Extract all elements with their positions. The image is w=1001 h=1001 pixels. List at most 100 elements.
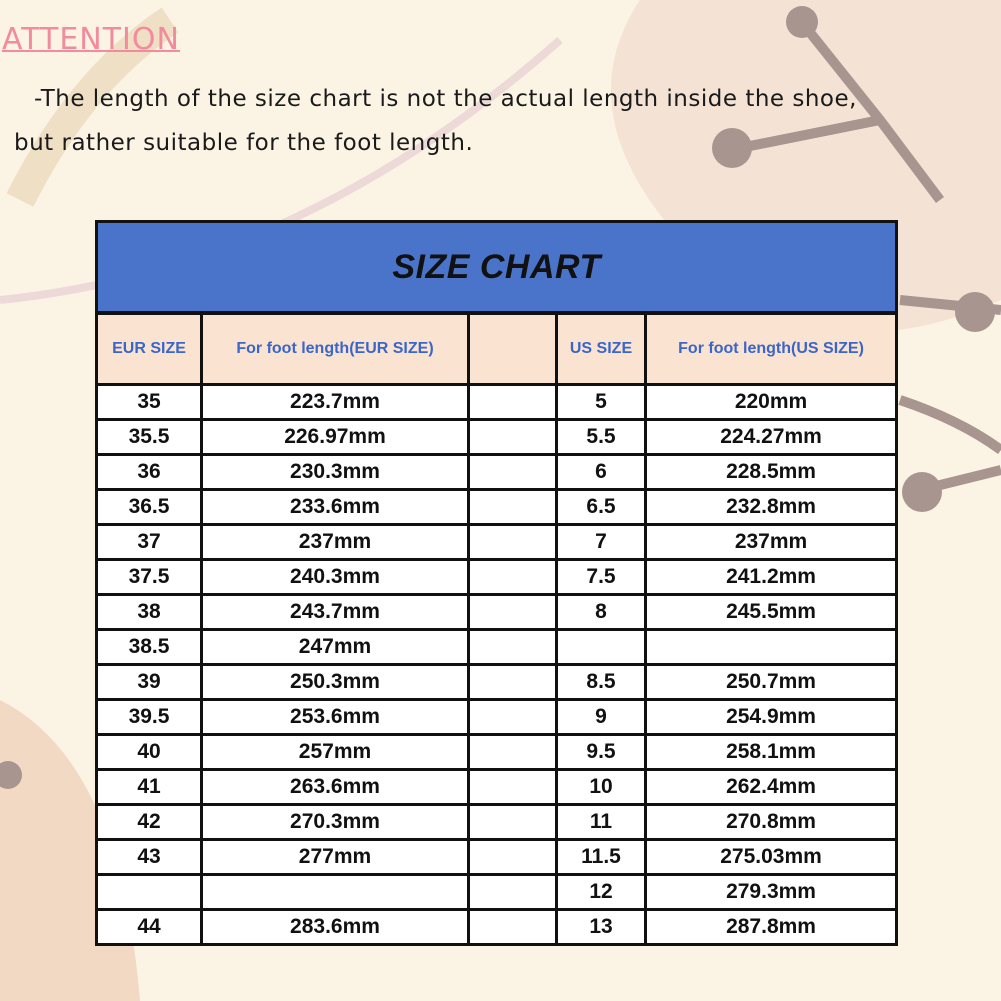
table-cell: 35.5 [95,418,203,456]
table-cell: 283.6mm [200,908,470,946]
table-row: 39 250.3mm 8.5 250.7mm [95,663,899,701]
table-row: 42 270.3mm 11 270.8mm [95,803,899,841]
table-cell: 270.3mm [200,803,470,841]
table-cell: 263.6mm [200,768,470,806]
table-cell [467,453,558,491]
table-cell [555,628,647,666]
table-cell: 40 [95,733,203,771]
table-cell: 42 [95,803,203,841]
table-cell: 38.5 [95,628,203,666]
table-cell: 8.5 [555,663,647,701]
table-cell: 6.5 [555,488,647,526]
table-cell [467,383,558,421]
berry-decoration [712,128,752,168]
table-cell [467,593,558,631]
table-row: 38.5 247mm [95,628,899,666]
table-cell: 11.5 [555,838,647,876]
size-chart-title: SIZE CHART [94,220,899,315]
table-cell [643,628,899,666]
attention-note-line-1: -The length of the size chart is not the… [34,86,857,112]
table-cell: 243.7mm [200,593,470,631]
table-cell: 232.8mm [643,488,899,526]
berry-decoration [0,761,22,789]
table-row: 40 257mm 9.5 258.1mm [95,733,899,771]
table-cell [467,488,558,526]
table-cell: 237mm [643,523,899,561]
table-cell [467,663,558,701]
table-cell: 7.5 [555,558,647,596]
table-cell: 5.5 [555,418,647,456]
table-cell: 37 [95,523,203,561]
branch-decoration [0,37,563,304]
leaf-decoration [6,7,179,207]
table-row: 41 263.6mm 10 262.4mm [95,768,899,806]
table-cell: 258.1mm [643,733,899,771]
table-cell: 279.3mm [643,873,899,911]
table-cell: 39.5 [95,698,203,736]
table-cell: 12 [555,873,647,911]
table-row: 36 230.3mm 6 228.5mm [95,453,899,491]
table-cell: 250.7mm [643,663,899,701]
table-cell: 41 [95,768,203,806]
column-header-row: EUR SIZE For foot length(EUR SIZE) US SI… [95,311,899,386]
table-cell: 6 [555,453,647,491]
table-cell: 9.5 [555,733,647,771]
table-cell: 220mm [643,383,899,421]
column-header: US SIZE [555,311,647,386]
berry-decoration [902,472,942,512]
berry-decoration [786,6,818,38]
table-cell [467,558,558,596]
table-cell [467,698,558,736]
table-row: 37.5 240.3mm 7.5 241.2mm [95,558,899,596]
table-row: 37 237mm 7 237mm [95,523,899,561]
table-cell [467,523,558,561]
table-cell [95,873,203,911]
column-header: EUR SIZE [95,311,203,386]
table-row: 44 283.6mm 13 287.8mm [95,908,899,946]
table-cell: 36.5 [95,488,203,526]
column-header: For foot length(US SIZE) [643,311,899,386]
table-cell: 275.03mm [643,838,899,876]
table-cell: 230.3mm [200,453,470,491]
table-row: 35.5 226.97mm 5.5 224.27mm [95,418,899,456]
branch-decoration [729,16,1001,495]
table-cell [467,873,558,911]
table-cell: 5 [555,383,647,421]
table-cell: 37.5 [95,558,203,596]
column-header: For foot length(EUR SIZE) [200,311,470,386]
table-cell: 38 [95,593,203,631]
table-cell: 7 [555,523,647,561]
table-cell: 36 [95,453,203,491]
table-cell: 11 [555,803,647,841]
table-cell: 250.3mm [200,663,470,701]
table-row: 35 223.7mm 5 220mm [95,383,899,421]
table-cell: 240.3mm [200,558,470,596]
table-cell: 43 [95,838,203,876]
table-cell [467,768,558,806]
table-cell: 228.5mm [643,453,899,491]
table-cell: 39 [95,663,203,701]
table-cell: 254.9mm [643,698,899,736]
table-cell [467,418,558,456]
table-cell: 287.8mm [643,908,899,946]
table-cell: 223.7mm [200,383,470,421]
table-row: 43 277mm 11.5 275.03mm [95,838,899,876]
table-cell: 226.97mm [200,418,470,456]
table-row: 38 243.7mm 8 245.5mm [95,593,899,631]
attention-heading: ATTENTION [2,22,180,57]
size-chart-table: SIZE CHART EUR SIZE For foot length(EUR … [94,220,899,946]
table-row: 12 279.3mm [95,873,899,911]
table-cell: 270.8mm [643,803,899,841]
table-cell: 13 [555,908,647,946]
table-cell: 8 [555,593,647,631]
table-cell [467,908,558,946]
attention-note-line-2: but rather suitable for the foot length. [14,130,474,156]
table-cell [467,628,558,666]
table-cell: 247mm [200,628,470,666]
table-cell: 35 [95,383,203,421]
table-cell: 237mm [200,523,470,561]
table-row: 36.5 233.6mm 6.5 232.8mm [95,488,899,526]
table-cell [467,733,558,771]
table-cell: 245.5mm [643,593,899,631]
table-cell: 241.2mm [643,558,899,596]
